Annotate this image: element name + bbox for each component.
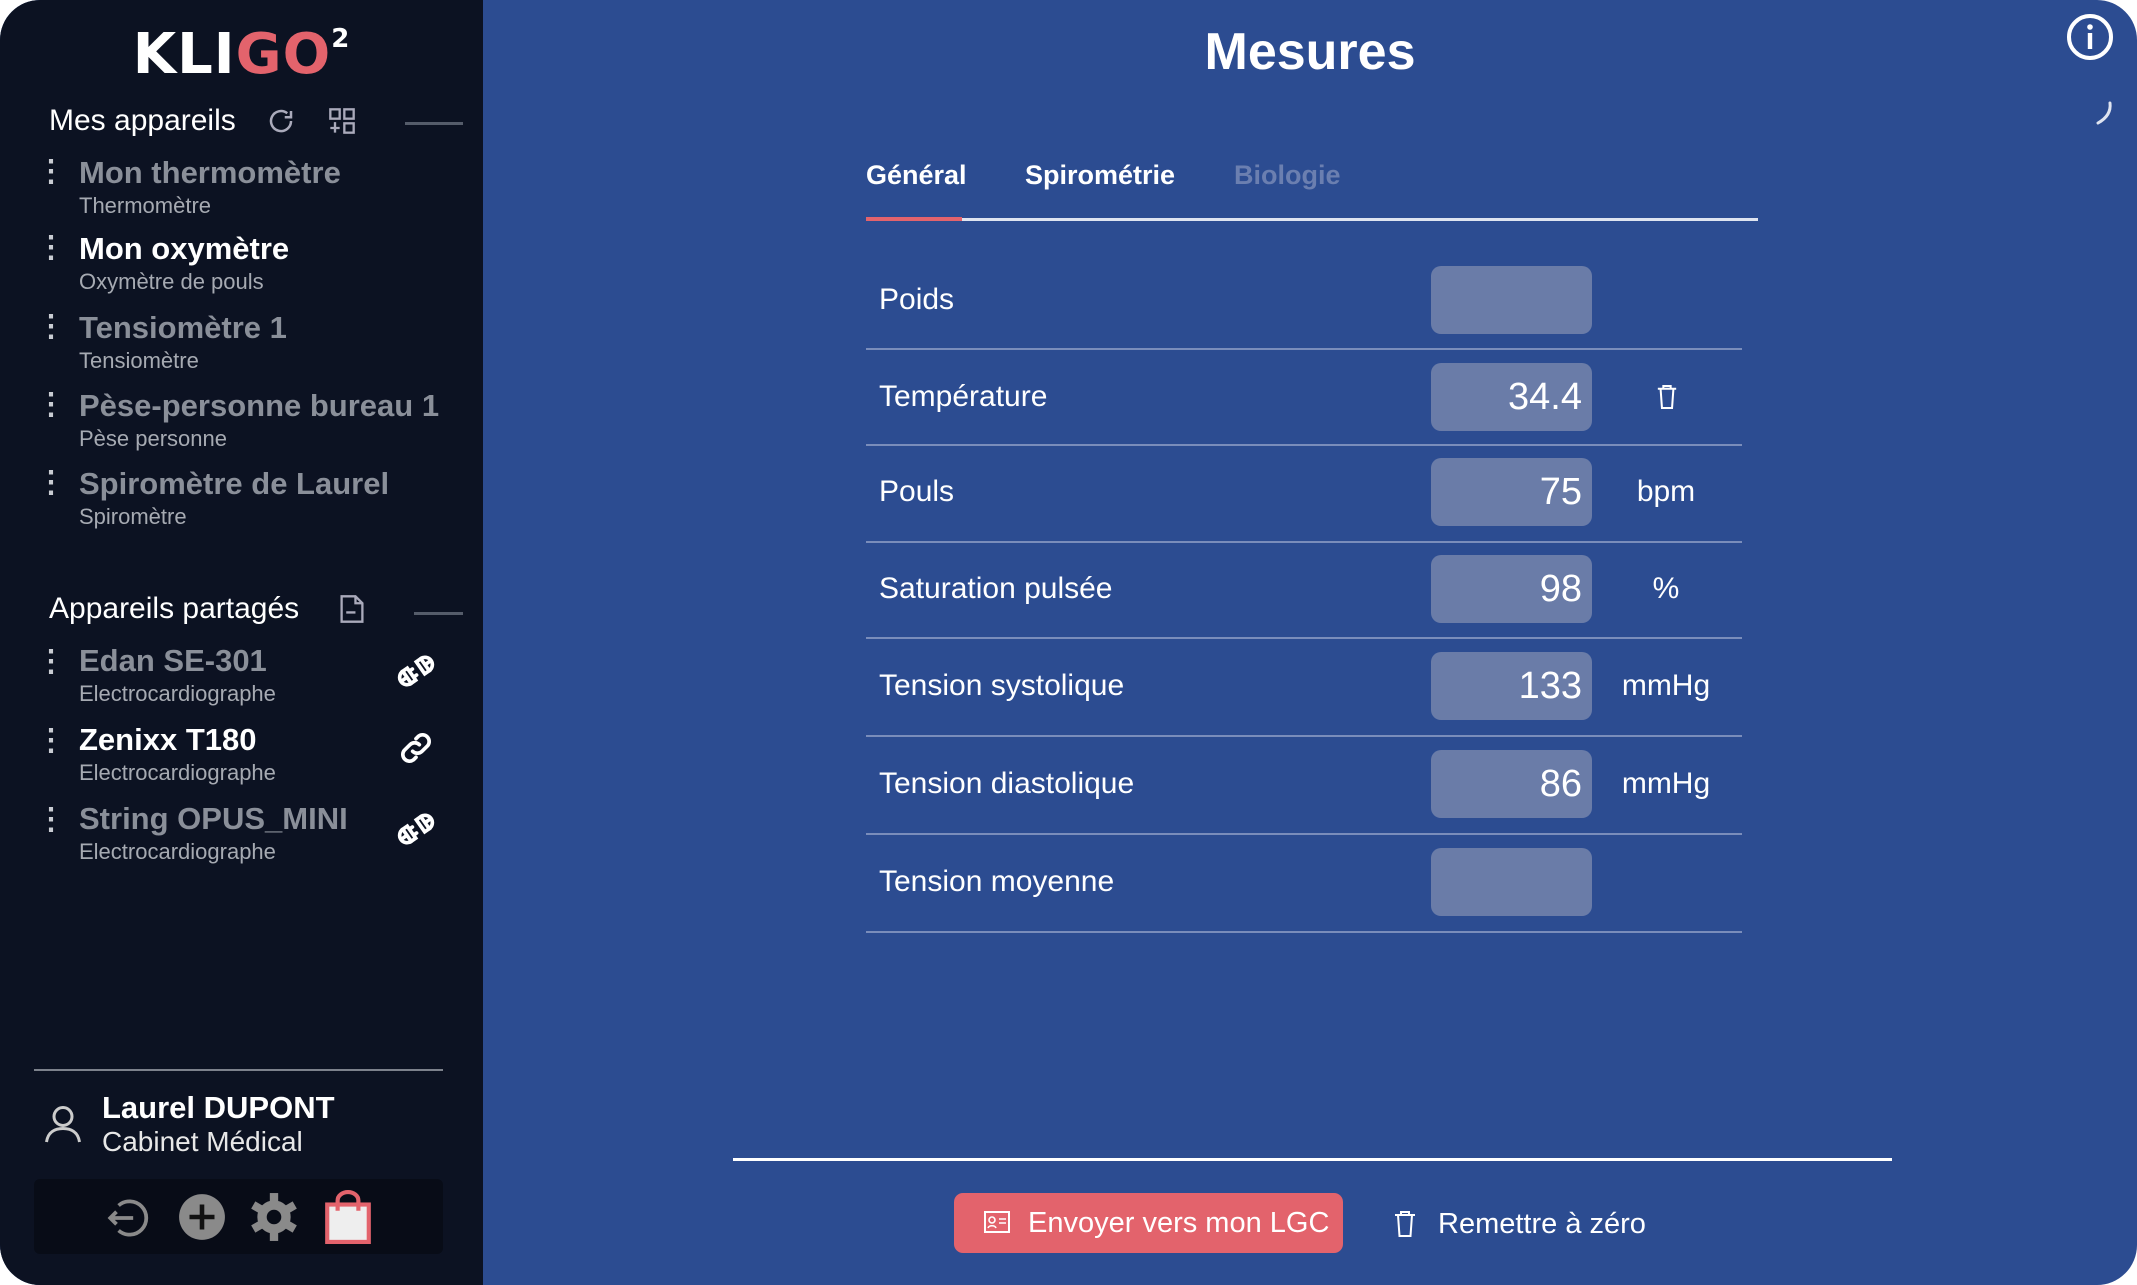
measure-label: Poids [879, 283, 955, 316]
shopping-bag-icon[interactable] [323, 1190, 373, 1244]
shared-device-type: Electrocardiographe [79, 681, 276, 706]
shared-device-name[interactable]: String OPUS_MINI [79, 801, 348, 836]
add-device-grid-icon[interactable] [328, 107, 356, 135]
clear-value-trash-icon[interactable] [1656, 384, 1678, 410]
device-name[interactable]: Mon oxymètre [79, 231, 290, 266]
row-divider [866, 637, 1742, 639]
divider [34, 1069, 443, 1071]
measure-input[interactable]: 133 [1431, 652, 1592, 720]
shared-devices-title: Appareils partagés [49, 592, 300, 625]
shared-device-menu-icon[interactable]: ⋮ [36, 724, 66, 757]
device-type: Pèse personne [79, 426, 227, 451]
device-name[interactable]: Spiromètre de Laurel [79, 466, 390, 501]
divider [733, 1158, 1892, 1161]
plug-disconnected-icon[interactable] [394, 807, 438, 851]
row-divider [866, 833, 1742, 835]
measure-unit: mmHg [1621, 767, 1711, 800]
device-name[interactable]: Pèse-personne bureau 1 [79, 388, 440, 423]
device-menu-icon[interactable]: ⋮ [36, 388, 66, 421]
divider [405, 122, 463, 125]
logout-icon[interactable] [104, 1193, 154, 1243]
measure-unit: mmHg [1621, 669, 1711, 702]
active-tab-indicator [866, 217, 962, 221]
document-icon[interactable] [338, 594, 366, 624]
measure-label: Saturation pulsée [879, 572, 1113, 605]
device-menu-icon[interactable]: ⋮ [36, 310, 66, 343]
shared-device-menu-icon[interactable]: ⋮ [36, 645, 66, 678]
row-divider [866, 735, 1742, 737]
link-icon[interactable] [396, 728, 436, 768]
shared-device-type: Electrocardiographe [79, 760, 276, 785]
measure-label: Pouls [879, 475, 955, 508]
shared-device-name[interactable]: Edan SE-301 [79, 643, 267, 678]
measure-input[interactable] [1431, 266, 1592, 334]
send-label: Envoyer vers mon LGC [1028, 1207, 1330, 1239]
measure-input[interactable]: 75 [1431, 458, 1592, 526]
measure-input[interactable]: 34.4 [1431, 363, 1592, 431]
measure-label: Température [879, 380, 1048, 413]
tab-general[interactable]: Général [866, 160, 967, 190]
shared-device-type: Electrocardiographe [79, 839, 276, 864]
id-card-icon [984, 1211, 1010, 1233]
device-type: Thermomètre [79, 193, 212, 218]
device-name[interactable]: Mon thermomètre [79, 155, 341, 190]
measure-input[interactable]: 98 [1431, 555, 1592, 623]
measure-label: Tension moyenne [879, 865, 1115, 898]
measure-input[interactable] [1431, 848, 1592, 916]
user-icon [45, 1106, 81, 1143]
device-type: Tensiomètre [79, 348, 199, 373]
trash-icon [1395, 1211, 1415, 1237]
row-divider [866, 348, 1742, 350]
device-name[interactable]: Tensiomètre 1 [79, 310, 287, 345]
plug-disconnected-icon[interactable] [394, 649, 438, 693]
logo: KLIGO2 [132, 22, 351, 87]
device-menu-icon[interactable]: ⋮ [36, 155, 66, 188]
shared-device-name[interactable]: Zenixx T180 [79, 722, 257, 757]
row-divider [866, 444, 1742, 446]
device-menu-icon[interactable]: ⋮ [36, 231, 66, 264]
measure-unit: bpm [1636, 475, 1696, 508]
send-to-lgc-button[interactable]: Envoyer vers mon LGC [954, 1193, 1343, 1253]
device-type: Oxymètre de pouls [79, 269, 264, 294]
measure-label: Tension systolique [879, 669, 1125, 702]
tab-spirometrie[interactable]: Spirométrie [1025, 160, 1176, 190]
bottom-toolbar [34, 1179, 443, 1254]
my-devices-title: Mes appareils [49, 104, 236, 137]
device-type: Spiromètre [79, 504, 187, 529]
refresh-icon[interactable] [266, 106, 296, 136]
user-name: Laurel DUPONT [102, 1090, 335, 1125]
measure-input[interactable]: 86 [1431, 750, 1592, 818]
divider [414, 612, 463, 615]
device-menu-icon[interactable]: ⋮ [36, 466, 66, 499]
shared-device-menu-icon[interactable]: ⋮ [36, 803, 66, 836]
row-divider [866, 541, 1742, 543]
user-org: Cabinet Médical [102, 1126, 303, 1157]
tab-biologie: Biologie [1234, 160, 1341, 190]
settings-gear-icon[interactable] [249, 1192, 299, 1242]
reset-button[interactable]: Remettre à zéro [1393, 1206, 1646, 1242]
row-divider [866, 931, 1742, 933]
page-title: Mesures [1204, 23, 1416, 81]
sidebar: KLIGO2 Mes appareils ⋮ Mon thermomètre The… [0, 0, 483, 1285]
info-icon[interactable] [2066, 13, 2114, 61]
tab-bar-line [866, 218, 1758, 221]
add-circle-icon[interactable] [177, 1192, 227, 1242]
measure-unit: % [1652, 572, 1680, 605]
loading-spinner-icon [2096, 101, 2112, 125]
reset-label: Remettre à zéro [1438, 1208, 1646, 1240]
measure-label: Tension diastolique [879, 767, 1135, 800]
